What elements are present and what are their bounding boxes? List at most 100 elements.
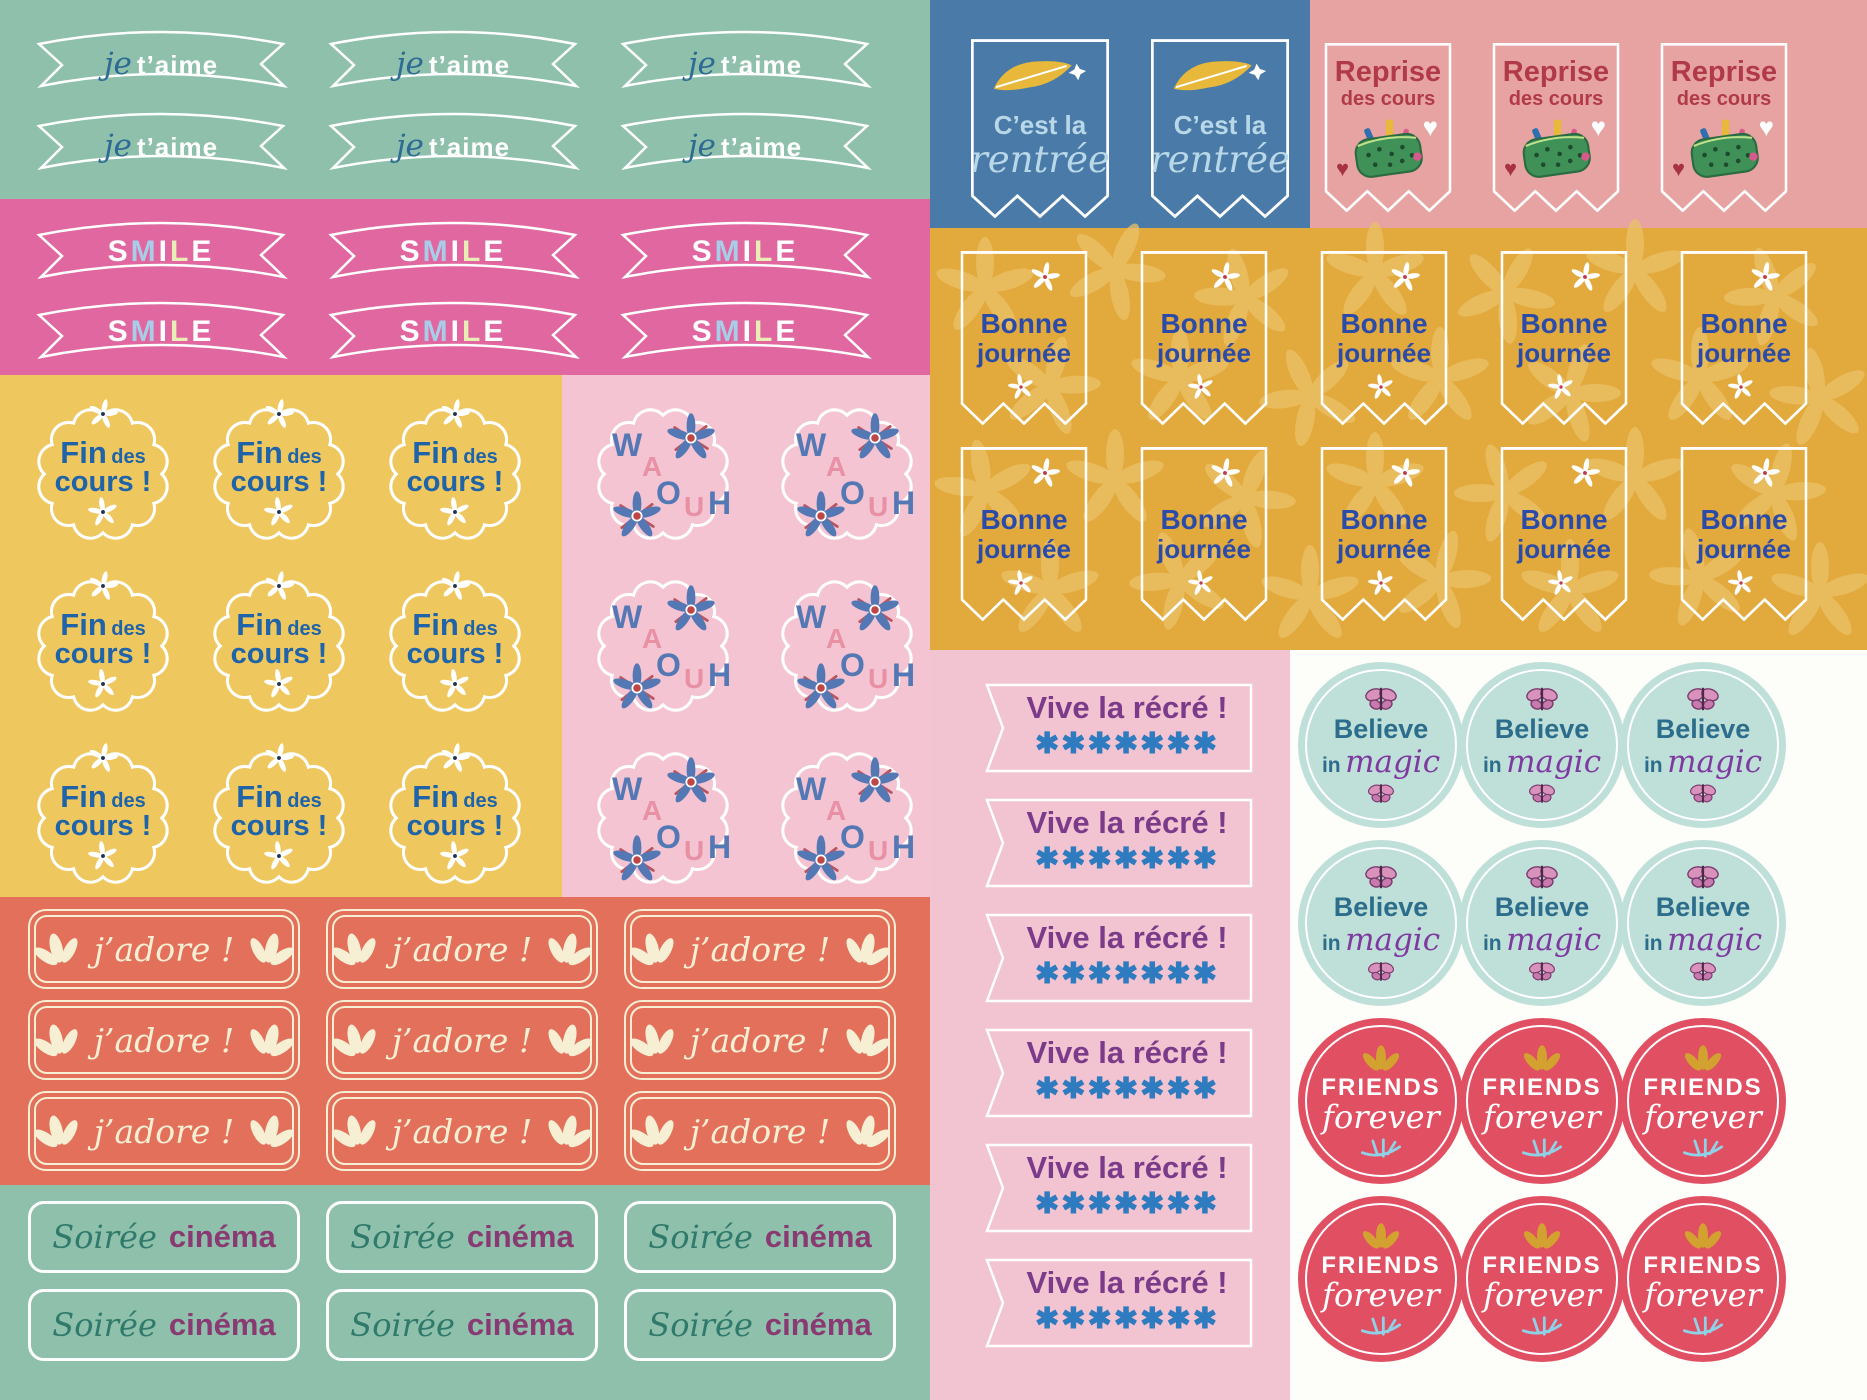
je-script-text: je (687, 128, 716, 164)
fin-text: Fin (60, 435, 107, 470)
fin-des-cours-label: Fin des cours ! (374, 609, 536, 669)
leaf-icon (838, 1109, 897, 1155)
taime-text: t’aime (720, 50, 803, 80)
smile-letter: E (775, 315, 799, 348)
cours-text: cours ! (230, 810, 328, 842)
soiree-text: Soirée (350, 1306, 455, 1344)
blue-flower-icon (616, 495, 658, 537)
white-flower-icon (261, 495, 296, 528)
des-cours-text: des cours (1340, 88, 1436, 110)
magic-text: magic (1667, 743, 1763, 780)
scallop-outline-icon (781, 752, 913, 884)
asterisk-row: ✱✱✱✱✱✱✱ (1034, 1188, 1220, 1220)
sticker-fin-des-cours: Fin des cours ! (22, 563, 184, 725)
sticker-soiree-cinema: Soirée cinéma (624, 1201, 896, 1273)
butterfly-icon (1527, 782, 1557, 804)
section-bonne-journee: Bonne journée Bonne journée Bonne journé… (925, 202, 1867, 650)
journee-text: journée (1517, 338, 1611, 368)
smile-label: SMILE (25, 315, 297, 349)
sticker-fin-des-cours: Fin des cours ! (198, 563, 360, 725)
sticker-friends-forever: FRIENDS forever (1298, 1018, 1464, 1184)
section-cest-la-rentree: C’est la rentrée C’est la rentrée (930, 0, 1310, 228)
je-taime-label: je t’aime (609, 46, 881, 82)
waouh-letter: U (868, 663, 889, 694)
sticker-believe-in-magic: Believe in magic (1620, 662, 1786, 828)
sticker-vive-la-recre: Vive la récré ! ✱✱✱✱✱✱✱ (975, 797, 1255, 889)
waouh-letter: H (708, 657, 732, 693)
white-flower-icon (1207, 455, 1243, 490)
fin-text: Fin (236, 607, 283, 642)
cours-text: cours ! (406, 638, 504, 670)
cinema-text: cinéma (466, 1219, 574, 1254)
sticker-reprise-des-cours: Reprise des cours ♥ ♥ (1322, 40, 1454, 215)
sticker-fin-des-cours: Fin des cours ! (198, 735, 360, 897)
sticker-waouh: W A O U H (582, 563, 744, 725)
white-flower-icon (437, 740, 473, 775)
sticker-bonne-journee: Bonne journée (1498, 444, 1630, 624)
waouh-letter: H (892, 485, 916, 521)
smile-letter: L (754, 315, 776, 348)
asterisk-row: ✱✱✱✱✱✱✱ (1034, 958, 1220, 990)
taime-text: t’aime (428, 50, 511, 80)
white-flower-icon (437, 568, 473, 603)
sticker-soiree-cinema: Soirée cinéma (28, 1289, 300, 1361)
fin-text: Fin (412, 779, 459, 814)
blue-twig-icon (1360, 1137, 1402, 1158)
smile-letter: E (191, 315, 215, 348)
sticker-vive-la-recre: Vive la récré ! ✱✱✱✱✱✱✱ (975, 912, 1255, 1004)
sticker-believe-in-magic: Believe in magic (1620, 840, 1786, 1006)
sticker-vive-la-recre: Vive la récré ! ✱✱✱✱✱✱✱ (975, 1027, 1255, 1119)
sticker-smile: SMILE (25, 215, 297, 293)
gold-leaf-icon (1521, 1222, 1563, 1251)
je-script-text: je (103, 46, 132, 82)
section-jadore: j’adore ! j’adore ! j’adore ! j’adore ! … (0, 897, 930, 1185)
white-flower-icon (85, 839, 120, 872)
smile-letter: E (483, 315, 507, 348)
smile-label: SMILE (25, 235, 297, 269)
je-taime-label: je t’aime (25, 46, 297, 82)
leaf-icon (540, 1018, 599, 1064)
white-heart-icon: ♥ (1590, 112, 1606, 142)
bonne-text: Bonne (1700, 308, 1788, 339)
scallop-outline-icon (597, 408, 729, 540)
bonne-text: Bonne (1520, 308, 1608, 339)
sticker-jadore: j’adore ! (325, 909, 599, 989)
sticker-cest-la-rentree: C’est la rentrée (968, 36, 1112, 221)
je-script-text: je (687, 46, 716, 82)
soiree-text: Soirée (52, 1306, 157, 1344)
butterfly-icon (1524, 685, 1560, 713)
soiree-text: Soirée (648, 1218, 753, 1256)
butterfly-icon (1527, 960, 1557, 982)
smile-letter: M (714, 235, 743, 268)
waouh-letter: O (656, 819, 681, 855)
leaf-icon (325, 1109, 384, 1155)
leaf-icon (838, 1018, 897, 1064)
smile-letter: M (422, 235, 451, 268)
des-text: des (463, 446, 498, 468)
magic-text: magic (1667, 921, 1763, 958)
magic-text: magic (1506, 743, 1602, 780)
sticker-jadore: j’adore ! (325, 1091, 599, 1171)
sticker-bonne-journee: Bonne journée (1318, 248, 1450, 428)
sticker-bonne-journee: Bonne journée (1138, 248, 1270, 428)
blue-flower-icon (800, 839, 842, 881)
white-flower-icon (437, 839, 472, 872)
blue-flower-icon (854, 761, 896, 803)
fin-des-cours-label: Fin des cours ! (198, 609, 360, 669)
cinema-text: cinéma (466, 1307, 574, 1342)
sticker-waouh: W A O U H (766, 735, 928, 897)
sticker-waouh: W A O U H (766, 391, 928, 553)
sticker-soiree-cinema: Soirée cinéma (326, 1201, 598, 1273)
friends-text: FRIENDS (1482, 1073, 1602, 1101)
fin-des-cours-label: Fin des cours ! (22, 781, 184, 841)
sticker-fin-des-cours: Fin des cours ! (374, 735, 536, 897)
waouh-letter: A (826, 451, 847, 482)
sticker-je-taime: je t’aime (317, 106, 589, 184)
smile-label: SMILE (317, 235, 589, 269)
sticker-fin-des-cours: Fin des cours ! (22, 391, 184, 553)
sticker-je-taime: je t’aime (25, 106, 297, 184)
jadore-label: j’adore ! (93, 1111, 235, 1151)
asterisk-row: ✱✱✱✱✱✱✱ (1034, 1073, 1220, 1105)
blue-twig-icon (1360, 1315, 1402, 1336)
smile-letter: S (107, 235, 131, 268)
